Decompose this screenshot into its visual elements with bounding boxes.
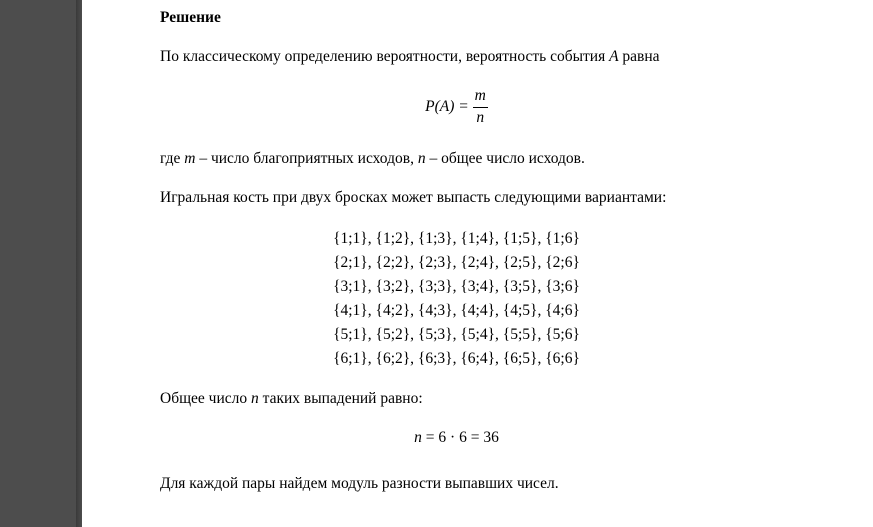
outcomes-row: {6;1}, {6;2}, {6;3}, {6;4}, {6;5}, {6;6} (160, 347, 753, 371)
where-m: m (184, 150, 195, 167)
dice-paragraph: Игральная кость при двух бросках может в… (160, 188, 753, 209)
formula-equals: = (454, 98, 472, 115)
viewer-gutter (0, 0, 82, 527)
outcomes-row: {4;1}, {4;2}, {4;3}, {4;4}, {4;5}, {4;6} (160, 299, 753, 323)
where-paragraph: где m – число благоприятных исходов, n –… (160, 149, 753, 170)
total-prefix: Общее число (160, 390, 251, 407)
outcomes-row: {5;1}, {5;2}, {5;3}, {5;4}, {5;5}, {5;6} (160, 323, 753, 347)
total-paragraph: Общее число n таких выпадений равно: (160, 389, 753, 410)
section-heading: Решение (160, 8, 753, 29)
total-suffix: таких выпадений равно: (259, 390, 423, 407)
formula-fraction: m n (473, 86, 488, 129)
outcomes-grid: {1;1}, {1;2}, {1;3}, {1;4}, {1;5}, {1;6}… (160, 227, 753, 371)
intro-var-A: A (609, 48, 618, 65)
where-n: n (418, 150, 426, 167)
formula-denominator: n (473, 108, 488, 129)
formula-arg-A: A (440, 98, 449, 115)
where-mid2: – общее число исходов. (426, 150, 585, 167)
n-equation: n = 6 · 6 = 36 (160, 428, 753, 449)
n-eq-rhs: = 6 · 6 = 36 (422, 429, 499, 446)
final-paragraph: Для каждой пары найдем модуль разности в… (160, 474, 753, 495)
outcomes-row: {1;1}, {1;2}, {1;3}, {1;4}, {1;5}, {1;6} (160, 227, 753, 251)
intro-paragraph: По классическому определению вероятности… (160, 47, 753, 68)
outcomes-row: {2;1}, {2;2}, {2;3}, {2;4}, {2;5}, {2;6} (160, 251, 753, 275)
total-var-n: n (251, 390, 259, 407)
formula-P: P (425, 98, 434, 115)
document-page: Решение По классическому определению вер… (82, 0, 873, 527)
formula-numerator: m (473, 86, 488, 108)
where-prefix: где (160, 150, 184, 167)
intro-prefix: По классическому определению вероятности… (160, 48, 609, 65)
n-eq-lhs: n (414, 429, 422, 446)
intro-suffix: равна (619, 48, 660, 65)
probability-formula: P(A) = m n (160, 86, 753, 129)
outcomes-row: {3;1}, {3;2}, {3;3}, {3;4}, {3;5}, {3;6} (160, 275, 753, 299)
where-mid1: – число благоприятных исходов, (195, 150, 417, 167)
